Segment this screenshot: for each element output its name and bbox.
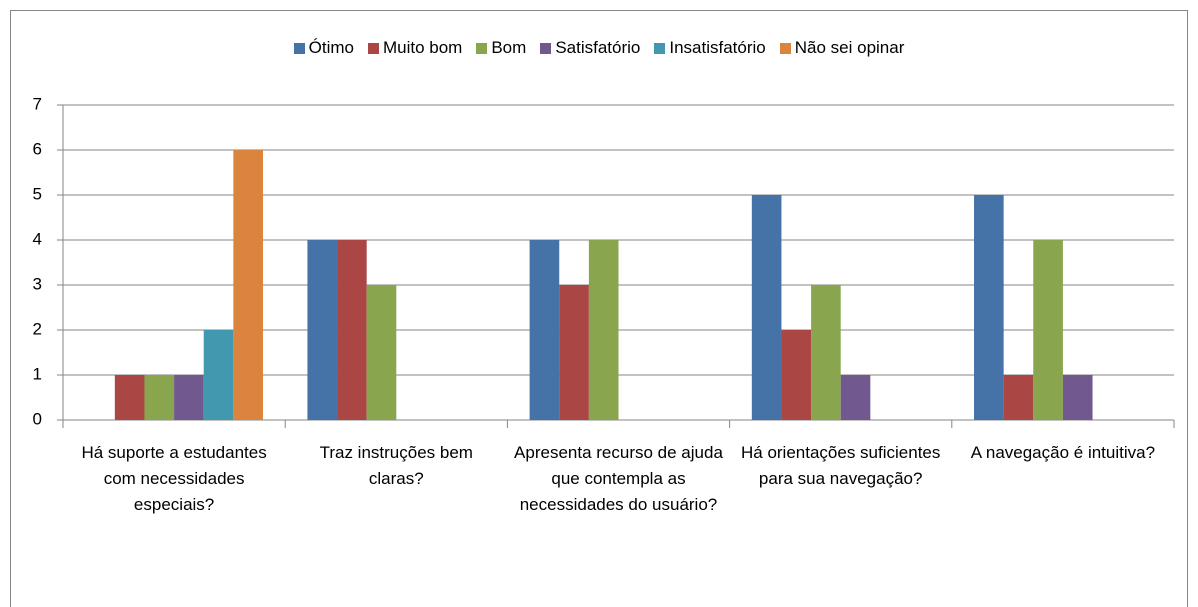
- legend-label: Insatisfatório: [669, 38, 766, 57]
- bar: [974, 195, 1004, 420]
- y-tick-label: 1: [33, 364, 42, 383]
- legend-item: Muito bom: [367, 38, 463, 58]
- legend-item: Satisfatório: [540, 38, 640, 58]
- legend-label: Não sei opinar: [794, 38, 905, 57]
- bar: [233, 150, 263, 420]
- bar: [174, 375, 204, 420]
- legend-label: Satisfatório: [555, 38, 641, 57]
- bar: [781, 330, 812, 420]
- legend-swatch: [540, 42, 552, 54]
- y-tick-label: 0: [33, 409, 42, 428]
- bar: [203, 330, 234, 420]
- legend-swatch: [779, 42, 791, 54]
- bar: [114, 375, 145, 420]
- bar: [144, 375, 175, 420]
- legend-label: Bom: [491, 38, 527, 57]
- bar: [1003, 375, 1034, 420]
- legend-swatch: [367, 42, 379, 54]
- y-tick-label: 3: [33, 274, 42, 293]
- y-tick-label: 5: [33, 184, 42, 203]
- legend: Ótimo Muito bom Bom Satisfatório Insatisfató…: [0, 38, 1198, 58]
- bar: [366, 285, 397, 420]
- bar: [307, 240, 338, 420]
- legend-item: Bom: [476, 38, 526, 58]
- legend-swatch: [654, 42, 666, 54]
- legend-label: Ótimo: [308, 38, 354, 57]
- bar: [588, 240, 619, 420]
- legend-label: Muito bom: [382, 38, 463, 57]
- bar: [529, 240, 560, 420]
- x-tick-label: Há orientações suficientes para sua nave…: [740, 443, 941, 488]
- y-tick-label: 4: [33, 229, 42, 248]
- bar: [337, 240, 367, 420]
- chart-frame: [10, 10, 1188, 607]
- y-tick-label: 7: [33, 94, 42, 113]
- x-tick-label: Há suporte a estudantes com necessidades…: [81, 443, 267, 514]
- bar: [1062, 375, 1093, 420]
- legend-swatch: [476, 42, 488, 54]
- x-tick-label: A navegação é intuitiva?: [970, 443, 1156, 462]
- bar: [751, 195, 782, 420]
- y-tick-label: 2: [33, 319, 42, 338]
- x-tick-label: Traz instruções bem claras?: [319, 443, 473, 488]
- bar: [1033, 240, 1063, 420]
- bar: [840, 375, 871, 420]
- bar: [811, 285, 841, 420]
- legend-item: Não sei opinar: [779, 38, 905, 58]
- legend-item: Ótimo: [293, 38, 354, 58]
- bar: [559, 285, 589, 420]
- legend-swatch: [293, 42, 305, 54]
- x-tick-label: Apresenta recurso de ajuda que contempla…: [514, 443, 723, 514]
- legend-item: Insatisfatório: [654, 38, 766, 58]
- y-tick-label: 6: [33, 139, 42, 158]
